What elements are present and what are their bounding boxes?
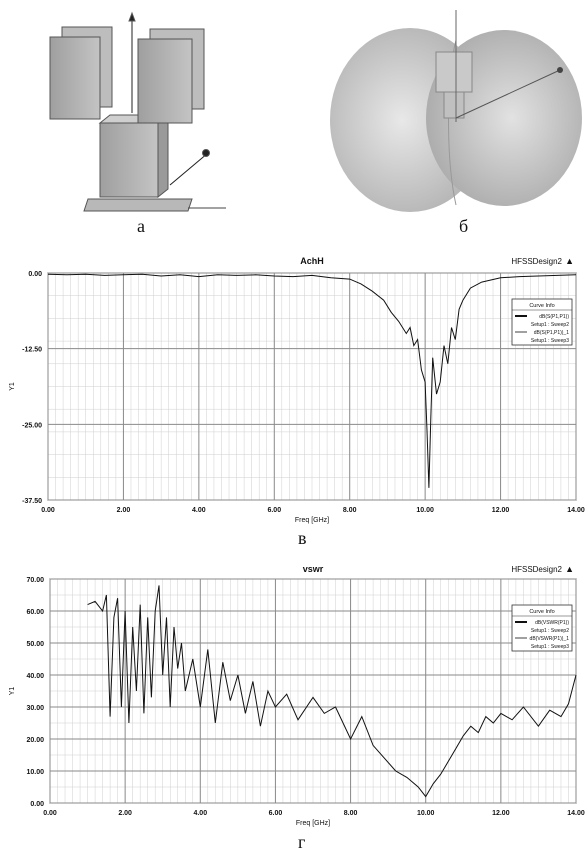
x-tick-label: 12.00 [492, 810, 510, 817]
vswr-chart: 0.00 2.00 4.00 6.00 8.00 10.00 12.00 14.00 70.00… [0, 562, 586, 832]
y-tick-label: 10.00 [26, 769, 44, 776]
figure-caption-v: в [298, 528, 307, 548]
series-line [87, 585, 577, 798]
major-grid [47, 272, 577, 501]
design-icon: ▲ [565, 564, 574, 574]
legend: Curve Info dB(S(P1,P1)) Setup1 : Sweep2 dB(… [511, 298, 573, 346]
x-tick-label: 8.00 [343, 507, 357, 514]
minor-grid [50, 579, 576, 803]
y-tick-label: 40.00 [26, 673, 44, 680]
y-tick-label: 70.00 [26, 577, 44, 584]
x-axis-label: Freq [GHz] [295, 517, 329, 524]
antenna-model-figure [40, 5, 230, 217]
design-label: HFSSDesign2 [511, 565, 562, 574]
legend-entry: Setup1 : Sweep3 [531, 644, 569, 650]
y-axis-label: Y1 [9, 382, 16, 391]
legend-entry: Setup1 : Sweep2 [531, 322, 569, 328]
x-tick-label: 4.00 [193, 810, 207, 817]
x-tick-label: 10.00 [417, 810, 435, 817]
legend-entry: dB(S(P1,P1)) [539, 314, 569, 320]
major-grid [49, 578, 577, 804]
x-tick-label: 14.00 [567, 810, 585, 817]
figure-caption-g: г [298, 832, 306, 852]
legend-entry: Setup1 : Sweep2 [531, 628, 569, 634]
y-tick-label: 50.00 [26, 641, 44, 648]
x-tick-label: 10.00 [416, 507, 434, 514]
x-tick-label: 2.00 [118, 810, 132, 817]
y-tick-label: -37.50 [22, 498, 42, 505]
y-tick-label: -25.00 [22, 422, 42, 429]
radiation-pattern-figure [328, 0, 584, 222]
chart-title: AchH [300, 256, 324, 266]
x-tick-label: 6.00 [267, 507, 281, 514]
x-tick-label: 0.00 [43, 810, 57, 817]
y-tick-label: 0.00 [28, 271, 42, 278]
figure-caption-a: а [137, 216, 145, 236]
radiation-pattern [330, 10, 582, 212]
x-tick-label: 6.00 [269, 810, 283, 817]
y-tick-label: 30.00 [26, 705, 44, 712]
x-tick-label: 0.00 [41, 507, 55, 514]
y-tick-label: 60.00 [26, 609, 44, 616]
legend-title: Curve Info [529, 609, 554, 615]
x-tick-label: 12.00 [492, 507, 510, 514]
y-axis-label: Y1 [9, 687, 16, 696]
series-line [47, 273, 577, 488]
x-axis-label: Freq [GHz] [296, 820, 330, 827]
x-tick-label: 14.00 [567, 507, 585, 514]
y-tick-label: 20.00 [26, 737, 44, 744]
chart-title: vswr [303, 564, 324, 574]
s11-chart: 0.00 2.00 4.00 6.00 8.00 10.00 12.00 14.00 0.00 -… [0, 253, 586, 529]
y-tick-label: 0.00 [30, 801, 44, 808]
figure-caption-b: б [459, 216, 469, 236]
legend: Curve Info dB(VSWR(P1)) Setup1 : Sweep2 dB(… [511, 604, 573, 652]
y-tick-label: -12.50 [22, 347, 42, 354]
x-tick-label: 8.00 [344, 810, 358, 817]
legend-entry: dB(VSWR(P1)) [535, 620, 569, 626]
legend-box [511, 604, 573, 652]
x-tick-label: 2.00 [117, 507, 131, 514]
legend-entry: Setup1 : Sweep3 [531, 338, 569, 344]
legend-entry: dB(S(P1,P1))_1 [534, 330, 570, 336]
x-tick-label: 4.00 [192, 507, 206, 514]
antenna-model [49, 11, 226, 212]
design-icon: ▲ [565, 256, 574, 266]
legend-entry: dB(VSWR(P1))_1 [530, 636, 570, 642]
minor-grid [48, 273, 576, 500]
legend-box [511, 298, 573, 346]
design-label: HFSSDesign2 [511, 257, 562, 266]
legend-title: Curve Info [529, 303, 554, 309]
